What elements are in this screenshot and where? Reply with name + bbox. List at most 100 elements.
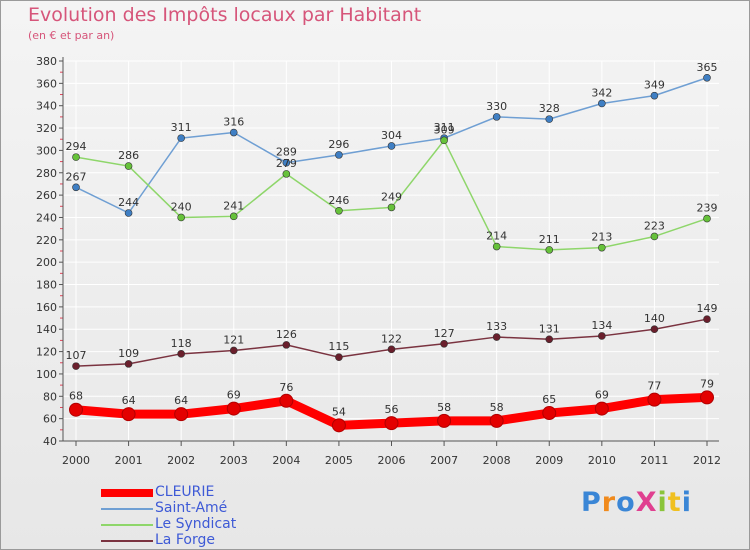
grid-lines	[63, 60, 719, 442]
data-label: 121	[223, 333, 244, 346]
data-label: 140	[644, 312, 665, 325]
data-point	[229, 346, 238, 355]
data-point	[542, 406, 557, 421]
data-point	[121, 407, 136, 422]
x-tick-label: 2006	[378, 454, 406, 467]
data-label: 109	[118, 347, 139, 360]
data-label: 328	[539, 102, 560, 115]
y-tick-label: 300	[36, 144, 57, 157]
y-tick-label: 380	[36, 55, 57, 68]
y-tick-label: 120	[36, 346, 57, 359]
y-tick-label: 160	[36, 301, 57, 314]
data-label: 241	[223, 199, 244, 212]
data-label: 58	[437, 401, 451, 414]
data-label: 76	[279, 381, 293, 394]
data-label: 69	[227, 389, 241, 402]
data-point	[598, 243, 606, 252]
x-tick-label: 2000	[62, 454, 90, 467]
y-tick-label: 140	[36, 323, 57, 336]
data-point	[703, 73, 711, 82]
data-label: 239	[697, 202, 718, 215]
data-label: 296	[328, 138, 349, 151]
chart-title: Evolution des Impôts locaux par Habitant	[28, 4, 422, 26]
legend-swatch	[101, 524, 153, 526]
data-label: 115	[328, 340, 349, 353]
series-saint-am-	[72, 73, 711, 217]
data-label: 68	[69, 390, 83, 403]
data-point	[335, 151, 343, 159]
data-label: 223	[644, 219, 665, 232]
data-label: 279	[276, 157, 297, 170]
x-tick-label: 2012	[693, 454, 721, 467]
data-label: 58	[490, 401, 504, 414]
data-point	[72, 183, 80, 192]
data-label: 244	[118, 196, 139, 209]
data-point	[72, 153, 80, 161]
x-tick-label: 2011	[640, 454, 668, 467]
x-tick-label: 2010	[588, 454, 616, 467]
brand-logo: ProXiti	[581, 487, 692, 518]
data-label: 349	[644, 79, 665, 92]
data-label: 246	[328, 194, 349, 207]
data-point	[650, 325, 659, 334]
data-point	[331, 418, 346, 433]
data-label: 127	[434, 327, 455, 340]
chart-subtitle: (en € et par an)	[28, 29, 115, 42]
data-point	[647, 392, 662, 407]
data-point	[282, 158, 291, 167]
data-label: 342	[591, 86, 612, 99]
data-point	[650, 232, 659, 241]
y-tick-label: 60	[43, 413, 57, 426]
x-tick-label: 2009	[535, 454, 563, 467]
data-label: 77	[647, 380, 661, 393]
data-point	[69, 402, 83, 417]
x-tick-label: 2004	[272, 454, 300, 467]
data-label: 316	[223, 116, 244, 129]
data-point	[545, 246, 554, 254]
y-tick-label: 240	[36, 211, 57, 224]
data-label: 311	[434, 121, 455, 134]
data-point	[387, 142, 396, 150]
data-point	[598, 332, 606, 340]
series-lines	[69, 73, 714, 433]
data-labels: 267 244 311 316 289 296 304 311 330 328 342 349 365 2…	[66, 61, 718, 419]
legend-label: CLEURIE	[155, 484, 215, 500]
legend-label: Le Syndicat	[155, 516, 237, 532]
data-point	[174, 407, 189, 422]
data-point	[177, 213, 185, 222]
x-tick-label: 2002	[167, 454, 195, 467]
data-label: 249	[381, 190, 402, 203]
data-point	[545, 115, 554, 123]
data-point	[387, 203, 396, 212]
y-tick-label: 260	[36, 189, 57, 202]
y-tick-label: 360	[36, 77, 57, 90]
data-label: 214	[486, 230, 507, 243]
data-label: 69	[595, 389, 609, 402]
y-tick-label: 40	[43, 435, 57, 448]
data-label: 54	[332, 405, 346, 418]
data-point	[437, 413, 452, 428]
data-label: 365	[697, 61, 718, 74]
data-label: 289	[276, 146, 297, 159]
data-label: 79	[700, 377, 714, 390]
data-point	[335, 206, 343, 215]
y-tick-label: 340	[36, 100, 57, 113]
data-label: 294	[66, 140, 87, 153]
data-point	[489, 413, 504, 428]
data-point	[545, 335, 554, 344]
y-tick-label: 200	[36, 256, 57, 269]
data-label: 267	[66, 170, 87, 183]
data-point	[384, 416, 399, 431]
data-label: 131	[539, 322, 560, 335]
data-label: 134	[591, 319, 612, 332]
x-tick-label: 2001	[115, 454, 143, 467]
data-point	[124, 209, 133, 217]
data-label: 64	[174, 394, 188, 407]
data-label: 304	[381, 129, 402, 142]
data-point	[335, 353, 343, 361]
series-cleurie	[69, 390, 714, 433]
data-label: 330	[486, 100, 507, 113]
data-label: 133	[486, 320, 507, 333]
data-point	[492, 113, 501, 121]
